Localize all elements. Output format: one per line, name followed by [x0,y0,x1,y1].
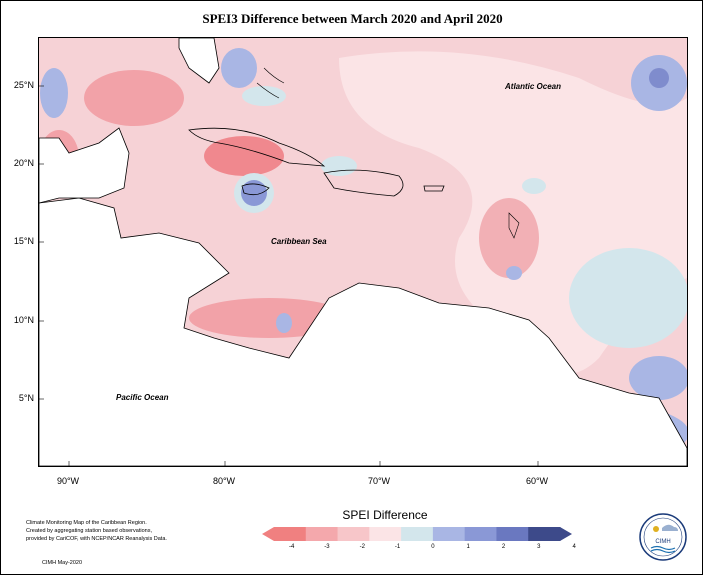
legend-tick-label: 0 [431,544,435,550]
lon-label-60w: 60°W [525,476,549,486]
legend-swatch [401,527,434,541]
bahamas-outline [256,67,285,99]
graticule [39,85,539,466]
cuba-outline [188,127,326,167]
lon-label-80w: 80°W [212,476,236,486]
florida-land [178,38,220,84]
spei-patch-blue [40,68,68,118]
legend-colorbar [262,527,572,541]
legend-tick-label: -3 [324,544,330,550]
footnote-line-3: provided by CariCOF, with NCEP/NCAR Rean… [26,536,167,542]
jamaica-outline [241,183,270,196]
legend-swatch [528,527,561,541]
lat-label-15n: 15°N [13,236,34,246]
legend-tick-label: 2 [501,544,506,550]
legend-arrow-right [560,527,572,541]
map-footnote: Climate Monitoring Map of the Caribbean … [26,519,226,543]
spei-patch-red [204,136,284,176]
lon-label-90w: 90°W [56,476,80,486]
lat-label-10n: 10°N [13,315,34,325]
spei-patch-blue [506,266,522,280]
spei-patch-blue [321,156,357,176]
spei-patch-blue [629,356,687,400]
spei-patch-blue [242,86,286,106]
spei-patch-blue [276,313,292,333]
legend-swatch [432,527,466,541]
spei-patch-blue [221,48,257,88]
map-canvas [39,38,687,466]
pacific-ocean-label: Pacific Ocean [116,393,169,402]
map-credit: CIMH May-2020 [42,560,83,566]
mainland-land [39,197,687,466]
map-title: SPEI3 Difference between March 2020 and … [202,11,503,26]
spei-patch-red [479,198,539,278]
legend-swatch [464,527,497,541]
legend-title: SPEI Difference [342,508,428,522]
lat-label-5n: 5°N [18,393,34,403]
footnote-line-2: Created by aggregating station based obs… [26,528,152,534]
spei-patch-blue [569,248,687,348]
map-panel: Atlantic Ocean Caribbean Sea Pacific Oce… [38,37,688,467]
legend-arrow-left [262,527,274,541]
lon-label-70w: 70°W [367,476,391,486]
spei-patch-blue [522,178,546,194]
yucatan-land [39,127,130,204]
legend-tick-label: -4 [288,544,295,550]
spei-patch-red [84,70,184,126]
legend-swatch [369,527,402,541]
legend-swatch [305,527,339,541]
lat-label-20n: 20°N [13,158,34,168]
legend-swatch [274,527,307,541]
legend-tick-label: 1 [466,544,470,550]
legend-tick-label: 4 [572,544,576,550]
lat-label-25n: 25°N [13,80,34,90]
atlantic-ocean-label: Atlantic Ocean [505,82,562,91]
footnote-line-1: Climate Monitoring Map of the Caribbean … [26,520,147,526]
puerto-rico-outline [423,185,445,192]
legend-swatch [337,527,370,541]
spei-patch-blue [649,68,669,88]
legend-tick-label: -2 [359,544,365,550]
legend-tick-label: -1 [394,544,401,550]
lesser-antilles-outline [508,212,520,239]
legend-swatch [496,527,529,541]
cimh-logo: CIMH [639,513,687,561]
legend-tick-label: 3 [537,544,541,550]
hispaniola-outline [323,169,404,197]
logo-text: CIMH [655,539,670,545]
spei-patch-blue [241,180,267,206]
caribbean-sea-label: Caribbean Sea [271,237,327,246]
